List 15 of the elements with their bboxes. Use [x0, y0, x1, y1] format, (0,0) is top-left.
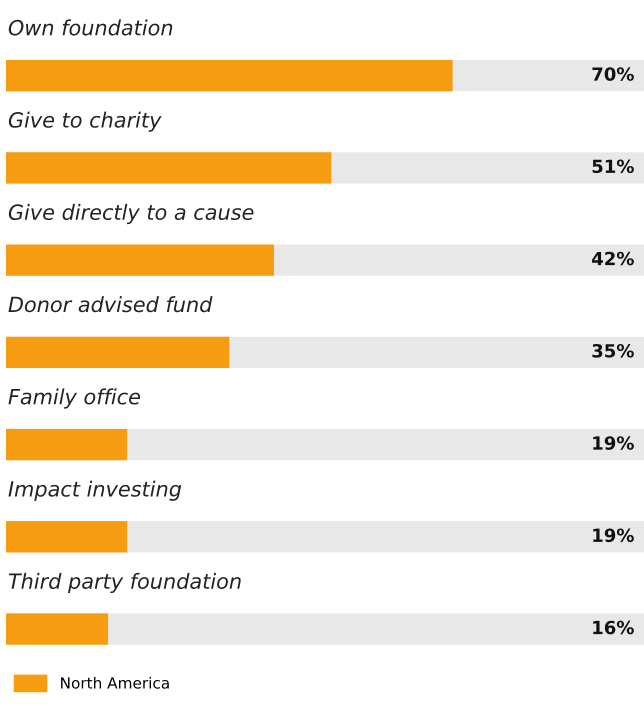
y-tick-label: Give directly to a cause [8, 204, 254, 224]
y-tick-label: Impact investing [8, 480, 182, 501]
data-label: 16% [593, 620, 634, 634]
data-label: 19% [593, 436, 634, 450]
y-tick-label: Own foundation [8, 19, 172, 36]
data-label: 51% [592, 159, 634, 174]
legend-label: North America [61, 676, 169, 689]
y-tick-label: Donor advised fund [8, 296, 213, 312]
data-label: 35% [592, 344, 634, 358]
data-label: 19% [593, 528, 634, 542]
y-tick-label: Third party foundation [8, 572, 241, 594]
y-tick-label: Give to charity [8, 112, 162, 132]
data-label: 42% [592, 252, 634, 266]
y-tick-label: Family office [8, 388, 140, 409]
data-label: 70% [592, 67, 634, 81]
